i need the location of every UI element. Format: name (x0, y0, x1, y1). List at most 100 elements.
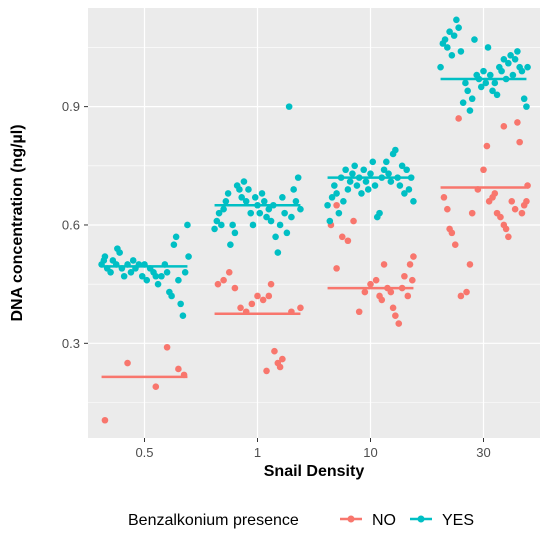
data-point-yes (258, 190, 266, 197)
data-point-yes (276, 221, 284, 229)
data-point-yes (362, 178, 370, 185)
data-point-yes (138, 272, 146, 280)
data-point-no (237, 304, 244, 312)
legend-entries: NO YES (340, 512, 474, 529)
data-point-yes (220, 205, 227, 213)
y-axis: 0.3 0.6 0.9 (62, 99, 88, 351)
data-point-no (263, 367, 270, 375)
data-point-yes (446, 28, 453, 35)
data-point-yes (294, 174, 302, 181)
data-point-yes (450, 32, 458, 39)
data-point-yes (177, 300, 184, 308)
data-point-yes (231, 229, 239, 237)
data-point-yes (403, 166, 410, 174)
data-point-yes (466, 107, 474, 114)
data-point-yes (143, 276, 151, 284)
data-point-yes (213, 217, 221, 225)
data-point-yes (480, 67, 487, 75)
data-point-no (451, 241, 459, 248)
data-point-yes (100, 257, 108, 264)
data-point-no (124, 359, 131, 367)
data-point-no (380, 261, 388, 268)
data-point-yes (236, 186, 243, 193)
data-point-no (279, 355, 286, 363)
data-point-yes (267, 217, 275, 225)
data-point-yes (274, 249, 282, 256)
data-point-yes (520, 95, 528, 103)
data-point-yes (396, 182, 404, 189)
data-point-yes (398, 162, 406, 170)
x-tick-label: 10 (363, 445, 377, 460)
data-point-yes (324, 201, 331, 209)
data-point-yes (215, 209, 223, 217)
data-point-yes (184, 221, 191, 229)
data-point-no (254, 292, 261, 300)
data-point-yes (272, 233, 279, 241)
data-point-yes (369, 158, 377, 166)
data-point-no (463, 288, 470, 296)
data-point-no (163, 343, 171, 351)
x-tick-label: 30 (476, 445, 490, 460)
data-point-yes (371, 182, 379, 189)
data-point-yes (285, 103, 293, 110)
data-point-no (297, 304, 304, 312)
data-point-no (518, 209, 526, 217)
data-point-no (378, 296, 386, 304)
data-point-yes (401, 190, 408, 197)
data-point-no (505, 233, 512, 241)
data-point-no (389, 304, 397, 312)
data-point-no (220, 276, 227, 284)
data-point-yes (290, 186, 297, 193)
data-point-yes (265, 205, 273, 213)
data-point-yes (464, 87, 471, 95)
data-point-yes (360, 166, 368, 174)
data-point-no (267, 280, 275, 288)
data-point-yes (511, 55, 519, 63)
data-point-yes (251, 194, 259, 201)
data-point-yes (240, 178, 248, 185)
data-point-no (225, 269, 233, 276)
plot-panel (88, 8, 540, 438)
data-point-yes (340, 198, 347, 205)
data-point-no (401, 272, 408, 280)
data-point-yes (524, 63, 531, 71)
data-point-yes (333, 190, 340, 197)
data-point-yes (281, 209, 288, 217)
data-point-yes (376, 209, 383, 217)
data-point-yes (523, 103, 530, 110)
data-point-yes (292, 198, 300, 205)
data-point-yes (405, 186, 413, 193)
data-point-yes (127, 269, 135, 276)
data-point-no (333, 201, 340, 209)
data-point-yes (256, 209, 264, 217)
data-point-yes (392, 146, 399, 154)
data-point-yes (385, 170, 392, 177)
data-point-no (491, 190, 499, 197)
data-point-yes (468, 95, 476, 103)
data-point-yes (238, 194, 245, 201)
y-axis-title: DNA concentration (ng/µl) (9, 124, 26, 321)
data-point-yes (477, 83, 485, 91)
data-point-yes (175, 276, 182, 284)
data-point-yes (344, 186, 352, 193)
data-point-no (152, 383, 160, 391)
data-point-yes (471, 36, 478, 43)
data-point-yes (170, 241, 178, 248)
data-point-yes (245, 186, 252, 193)
data-point-yes (335, 209, 343, 217)
data-point-yes (163, 269, 171, 276)
data-point-yes (218, 221, 225, 229)
data-point-yes (457, 48, 465, 55)
data-point-no (448, 229, 456, 237)
data-point-yes (107, 269, 114, 276)
data-point-yes (444, 44, 451, 51)
legend-key-point (347, 515, 355, 523)
data-point-no (409, 276, 416, 284)
data-point-yes (346, 178, 354, 185)
data-point-no (344, 237, 352, 245)
data-point-no (468, 209, 476, 217)
data-point-yes (181, 269, 189, 276)
data-point-yes (168, 292, 175, 300)
data-point-yes (459, 99, 467, 106)
